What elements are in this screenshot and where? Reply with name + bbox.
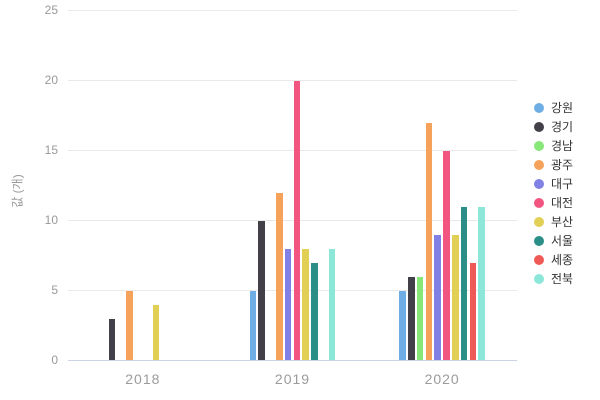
- legend-item-label: 세종: [551, 253, 574, 267]
- legend-color-dot-icon: [534, 254, 544, 265]
- bar[interactable]: [460, 207, 468, 361]
- bar[interactable]: [293, 81, 301, 361]
- gridline: [68, 150, 517, 151]
- bar[interactable]: [284, 249, 292, 361]
- bar[interactable]: [249, 291, 257, 361]
- legend-item[interactable]: 대전: [534, 193, 573, 212]
- x-axis-label: 2018: [125, 371, 161, 387]
- bar[interactable]: [408, 277, 415, 361]
- gridline: [68, 80, 517, 81]
- legend-item[interactable]: 경남: [534, 136, 573, 155]
- legend-color-dot-icon: [534, 216, 544, 227]
- legend-item-label: 전북: [551, 272, 574, 286]
- legend-item[interactable]: 광주: [534, 155, 573, 174]
- legend-color-dot-icon: [534, 121, 544, 132]
- y-tick-label: 0: [51, 353, 58, 367]
- bar[interactable]: [258, 221, 265, 361]
- legend-color-dot-icon: [534, 273, 544, 284]
- legend-item[interactable]: 세종: [534, 250, 573, 269]
- legend-item[interactable]: 강원: [534, 98, 573, 117]
- bar[interactable]: [108, 319, 116, 361]
- legend-item[interactable]: 대구: [534, 174, 573, 193]
- legend-color-dot-icon: [534, 140, 544, 151]
- x-axis-label: 2019: [274, 371, 311, 387]
- legend-item-label: 경기: [551, 120, 574, 134]
- legend-color-dot-icon: [534, 159, 544, 170]
- bar[interactable]: [126, 291, 133, 361]
- legend-color-dot-icon: [534, 235, 544, 246]
- x-axis-label: 2020: [424, 371, 460, 387]
- legend-item-label: 대구: [551, 177, 574, 191]
- legend-item-label: 광주: [551, 158, 574, 172]
- bar[interactable]: [469, 263, 477, 361]
- bar[interactable]: [302, 249, 309, 361]
- bar[interactable]: [328, 249, 336, 361]
- gridline: [68, 220, 517, 221]
- y-tick-label: 25: [44, 3, 58, 17]
- legend-item[interactable]: 경기: [534, 117, 573, 136]
- legend-item-label: 경남: [551, 139, 574, 153]
- y-tick-label: 20: [44, 73, 58, 87]
- legend-item[interactable]: 부산: [534, 212, 573, 231]
- y-tick-label: 5: [51, 283, 58, 297]
- bar[interactable]: [311, 263, 318, 361]
- bar[interactable]: [152, 305, 160, 361]
- legend-color-dot-icon: [534, 102, 544, 113]
- gridline: [68, 10, 517, 11]
- gridline: [68, 290, 517, 291]
- legend-item-label: 대전: [551, 196, 574, 210]
- bar[interactable]: [276, 193, 283, 361]
- legend-item-label: 부산: [551, 215, 574, 229]
- x-axis-line: [68, 360, 517, 361]
- legend-item-label: 강원: [551, 101, 574, 115]
- legend-item-label: 서울: [551, 234, 574, 248]
- bar[interactable]: [443, 151, 450, 361]
- y-tick-label: 15: [44, 143, 58, 157]
- legend-item[interactable]: 서울: [534, 231, 573, 250]
- plot-area: [68, 10, 517, 361]
- legend-color-dot-icon: [534, 178, 544, 189]
- bar[interactable]: [452, 235, 459, 361]
- bar[interactable]: [478, 207, 486, 361]
- legend-item[interactable]: 전북: [534, 269, 573, 288]
- legend-color-dot-icon: [534, 197, 544, 208]
- bar[interactable]: [399, 291, 406, 361]
- y-tick-label: 10: [44, 213, 58, 227]
- bar[interactable]: [434, 235, 442, 361]
- bar[interactable]: [425, 123, 433, 361]
- y-axis-title: 값 (개): [10, 174, 25, 208]
- bar[interactable]: [416, 277, 424, 361]
